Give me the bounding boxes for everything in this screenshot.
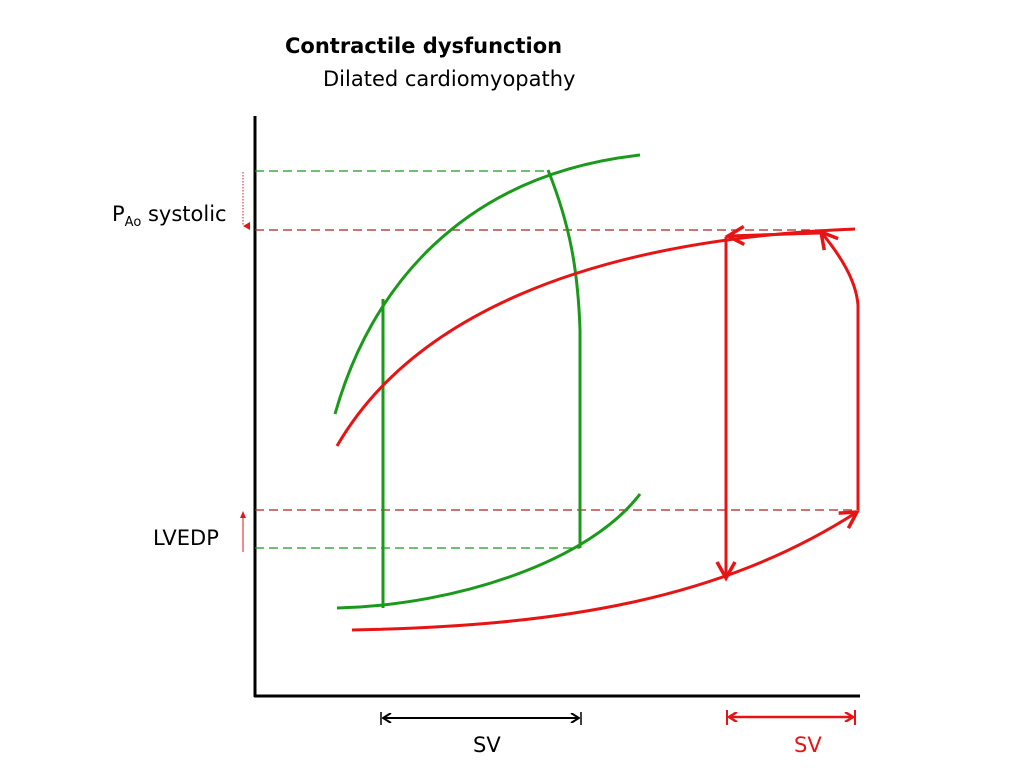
dilated-cardiomyopathy-loop — [335, 224, 861, 632]
pao-subscript-text: Ao — [124, 215, 142, 231]
pao-main-text: P — [112, 202, 125, 226]
sv-dcm-label: SV — [794, 733, 822, 757]
normal-loop — [333, 153, 642, 610]
pao-systolic-label: PAo systolic — [112, 202, 227, 230]
sv-dcm-bracket — [726, 710, 856, 725]
green-isovolumic-contraction — [546, 169, 582, 548]
lvedp-label: LVEDP — [153, 526, 219, 550]
diagram-subtitle: Dilated cardiomyopathy — [323, 67, 576, 91]
pao-suffix-text: systolic — [141, 202, 227, 226]
diagram-title: Contractile dysfunction — [285, 34, 563, 58]
red-edpvr-curve — [351, 510, 861, 632]
green-edpvr-curve — [336, 493, 642, 610]
red-esprv-curve — [335, 227, 856, 447]
lvedp-increase-arrow — [240, 511, 246, 552]
sv-normal-label: SV — [473, 733, 501, 757]
sv-normal-bracket — [380, 712, 582, 725]
red-ejection-arrow — [724, 224, 821, 247]
green-esprv-curve — [333, 153, 641, 415]
red-isovolumic-contraction-arrow — [818, 229, 860, 510]
